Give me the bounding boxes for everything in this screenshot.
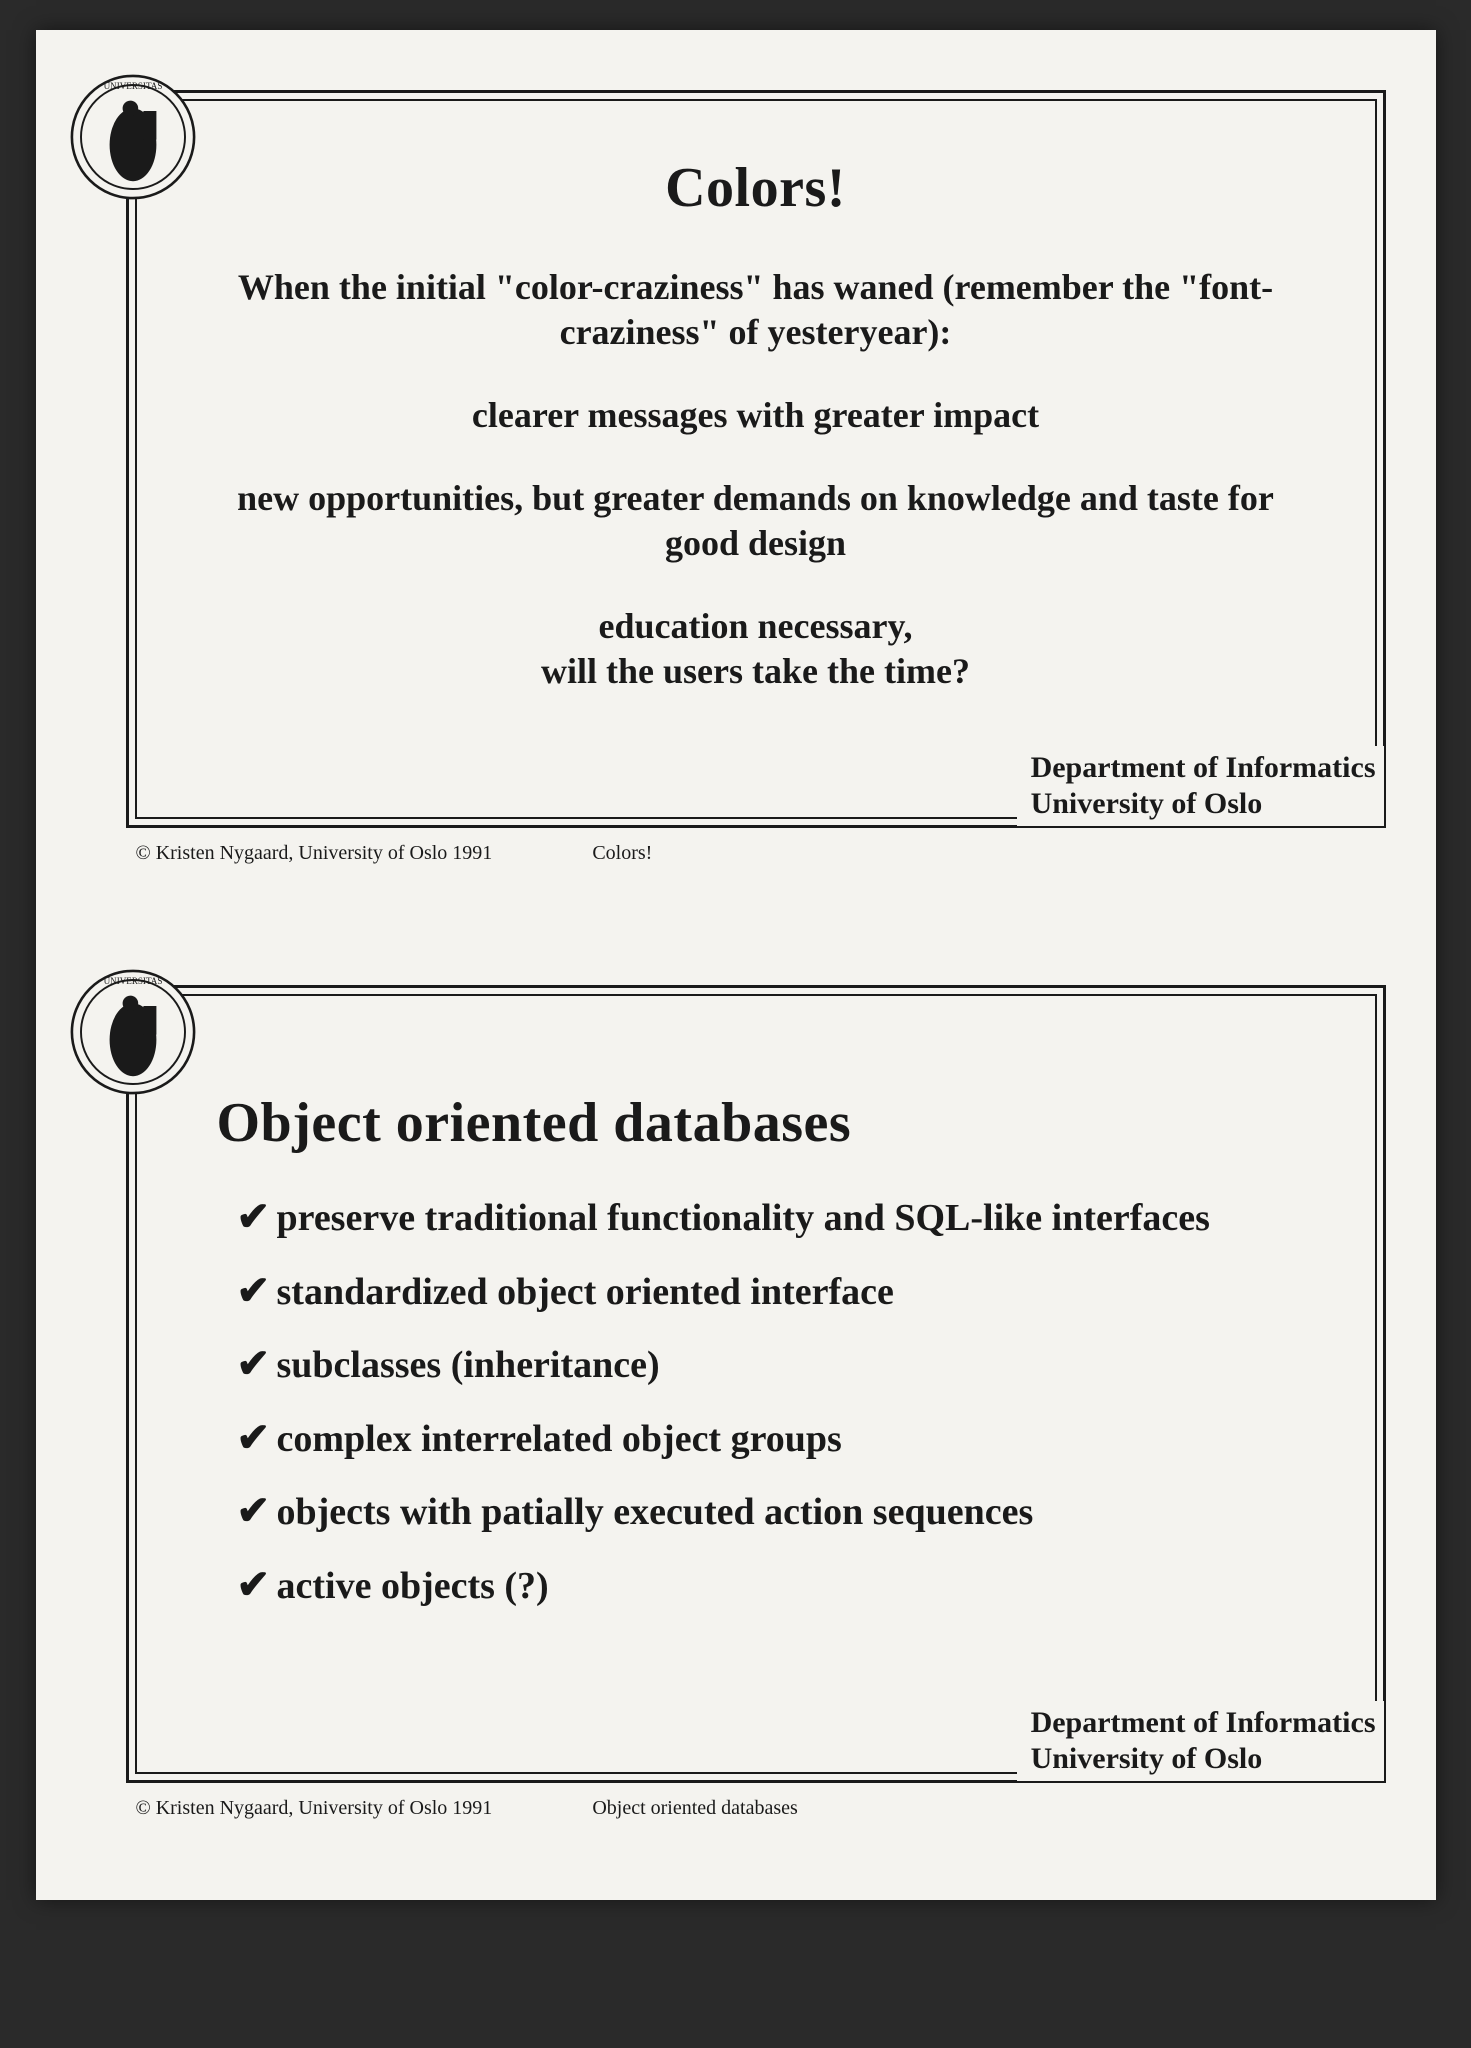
bullet-text: complex interrelated object groups: [277, 1416, 1285, 1464]
checkmark-icon: ✔: [237, 1195, 277, 1239]
svg-text:UNIVERSITAS: UNIVERSITAS: [103, 81, 162, 91]
footer-slide-name: Object oriented databases: [592, 1797, 797, 1820]
slide-outer-border: Colors! When the initial "color-crazines…: [126, 90, 1386, 828]
bullet-item: ✔ preserve traditional functionality and…: [237, 1195, 1285, 1243]
scanned-page: UNIVERSITAS Colors! When the initial "co…: [36, 30, 1436, 1900]
bullet-item: ✔ standardized object oriented interface: [237, 1269, 1285, 1317]
bullet-item: ✔ subclasses (inheritance): [237, 1342, 1285, 1390]
checkmark-icon: ✔: [237, 1489, 277, 1533]
department-block: Department of Informatics University of …: [1017, 746, 1384, 826]
slide-paragraph: When the initial "color-craziness" has w…: [197, 265, 1315, 355]
checkmark-icon: ✔: [237, 1342, 277, 1386]
copyright-text: © Kristen Nygaard, University of Oslo 19…: [136, 842, 493, 865]
slide-paragraph: education necessary, will the users take…: [197, 604, 1315, 694]
slide-title: Object oriented databases: [217, 1091, 1305, 1155]
slide-footer: © Kristen Nygaard, University of Oslo 19…: [136, 842, 1386, 865]
slide-paragraph: new opportunities, but greater demands o…: [197, 476, 1315, 566]
svg-text:UNIVERSITAS: UNIVERSITAS: [103, 976, 162, 986]
slide-inner-border: Colors! When the initial "color-crazines…: [135, 99, 1377, 819]
checkmark-icon: ✔: [237, 1416, 277, 1460]
university-seal-icon: UNIVERSITAS: [68, 967, 198, 1097]
slide-outer-border: Object oriented databases ✔ preserve tra…: [126, 985, 1386, 1783]
dept-line: University of Oslo: [1031, 786, 1376, 822]
copyright-text: © Kristen Nygaard, University of Oslo 19…: [136, 1797, 493, 1820]
bullet-text: active objects (?): [277, 1563, 1285, 1611]
bullet-text: objects with patially executed action se…: [277, 1489, 1285, 1537]
dept-line: Department of Informatics: [1031, 1705, 1376, 1741]
slide-footer: © Kristen Nygaard, University of Oslo 19…: [136, 1797, 1386, 1820]
bullet-item: ✔ active objects (?): [237, 1563, 1285, 1611]
checkmark-icon: ✔: [237, 1269, 277, 1313]
bullet-item: ✔ complex interrelated object groups: [237, 1416, 1285, 1464]
university-seal-icon: UNIVERSITAS: [68, 72, 198, 202]
dept-line: University of Oslo: [1031, 1741, 1376, 1777]
bullet-text: subclasses (inheritance): [277, 1342, 1285, 1390]
department-block: Department of Informatics University of …: [1017, 1701, 1384, 1781]
slide-inner-border: Object oriented databases ✔ preserve tra…: [135, 994, 1377, 1774]
dept-line: Department of Informatics: [1031, 750, 1376, 786]
bullet-text: standardized object oriented interface: [277, 1269, 1285, 1317]
slide-1: UNIVERSITAS Colors! When the initial "co…: [86, 90, 1386, 865]
slide-2: UNIVERSITAS Object oriented databases ✔ …: [86, 985, 1386, 1820]
checkmark-icon: ✔: [237, 1563, 277, 1607]
bullet-item: ✔ objects with patially executed action …: [237, 1489, 1285, 1537]
slide-title: Colors!: [197, 156, 1315, 220]
bullet-text: preserve traditional functionality and S…: [277, 1195, 1285, 1243]
bullet-list: ✔ preserve traditional functionality and…: [237, 1195, 1285, 1610]
slide-paragraph: clearer messages with greater impact: [197, 393, 1315, 438]
footer-slide-name: Colors!: [592, 842, 652, 865]
